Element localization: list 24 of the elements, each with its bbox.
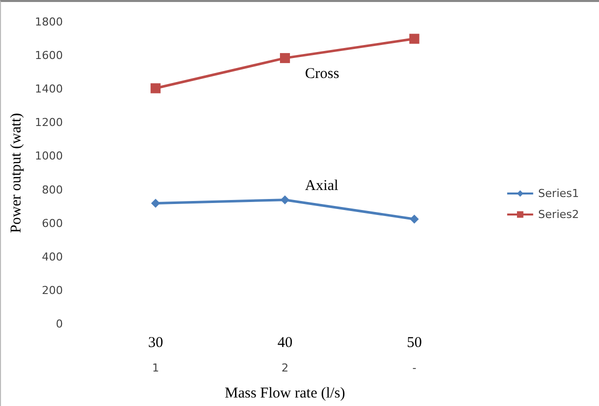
- annotation: Axial: [305, 178, 338, 194]
- x-axis-title: Mass Flow rate (l/s): [224, 386, 346, 402]
- annotation: Cross: [305, 66, 340, 82]
- y-tick-label: 1400: [34, 82, 63, 96]
- y-tick-label: 200: [42, 284, 63, 297]
- point: [280, 53, 290, 64]
- legend-label: Series2: [538, 208, 579, 221]
- y-tick-label: 1000: [34, 150, 63, 163]
- y-tick-label: 1600: [34, 49, 63, 62]
- y-tick-label: 600: [42, 216, 63, 230]
- point: [409, 34, 420, 44]
- y-tick-label: 400: [42, 250, 63, 264]
- y-axis-title: Power output (watt): [8, 113, 24, 233]
- point: [410, 214, 419, 224]
- y-tick-label: 0: [56, 318, 63, 330]
- x-tick-label: 30 1: [148, 335, 164, 374]
- point: [151, 198, 160, 208]
- y-tick-label: 800: [42, 183, 63, 196]
- legend-label: Series1: [538, 187, 579, 200]
- x-tick-label: 50 -: [406, 335, 422, 374]
- y-tick-label: 1800: [34, 16, 63, 28]
- x-tick-label: 40 2: [277, 335, 292, 374]
- y-tick-label: 1200: [34, 116, 63, 130]
- point: [150, 83, 161, 94]
